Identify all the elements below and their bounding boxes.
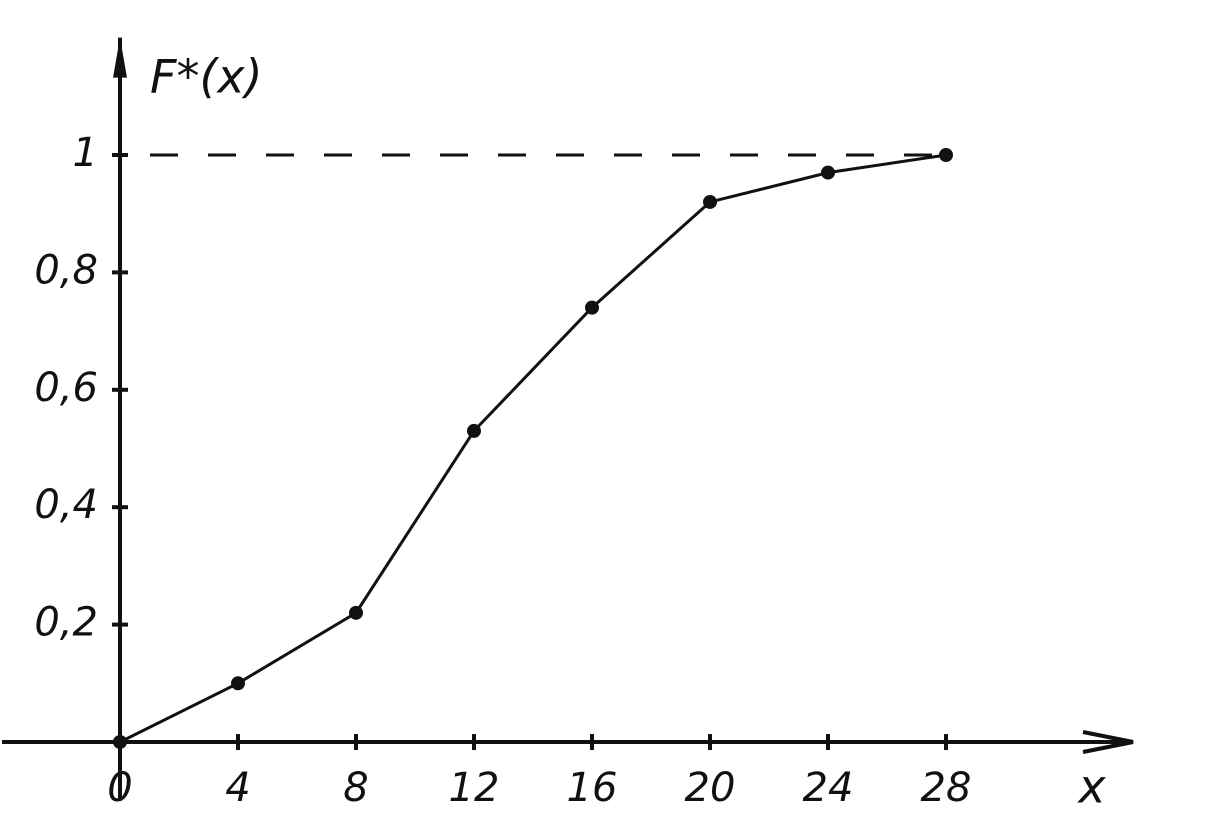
y-tick-label: 0,4 — [34, 482, 98, 528]
x-tick-label: 12 — [449, 765, 500, 811]
data-point — [821, 165, 835, 180]
y-tick-label: 0,2 — [34, 600, 98, 646]
x-tick-label: 24 — [803, 765, 854, 811]
x-tick-label: 16 — [567, 765, 618, 811]
data-point — [703, 194, 717, 209]
data-point — [585, 300, 599, 315]
y-tick-label: 0,8 — [34, 247, 98, 293]
y-tick-label: 1 — [73, 130, 98, 176]
data-point — [231, 676, 245, 691]
x-axis-label: x — [1076, 760, 1106, 814]
y-axis-arrow — [113, 37, 127, 78]
x-tick-label: 8 — [343, 765, 368, 811]
x-axis-arrow — [1082, 730, 1134, 754]
data-point — [939, 148, 953, 162]
data-point — [467, 423, 481, 438]
x-tick-label: 4 — [225, 765, 250, 811]
data-point — [349, 605, 363, 620]
data-line — [119, 153, 947, 744]
y-axis-label: F*(x) — [150, 50, 263, 104]
y-tick-label: 0,6 — [34, 365, 98, 411]
x-tick-label: 28 — [921, 765, 972, 811]
data-point — [113, 735, 127, 749]
x-tick-label: 20 — [685, 765, 736, 811]
x-tick-label: 0 — [107, 765, 132, 811]
